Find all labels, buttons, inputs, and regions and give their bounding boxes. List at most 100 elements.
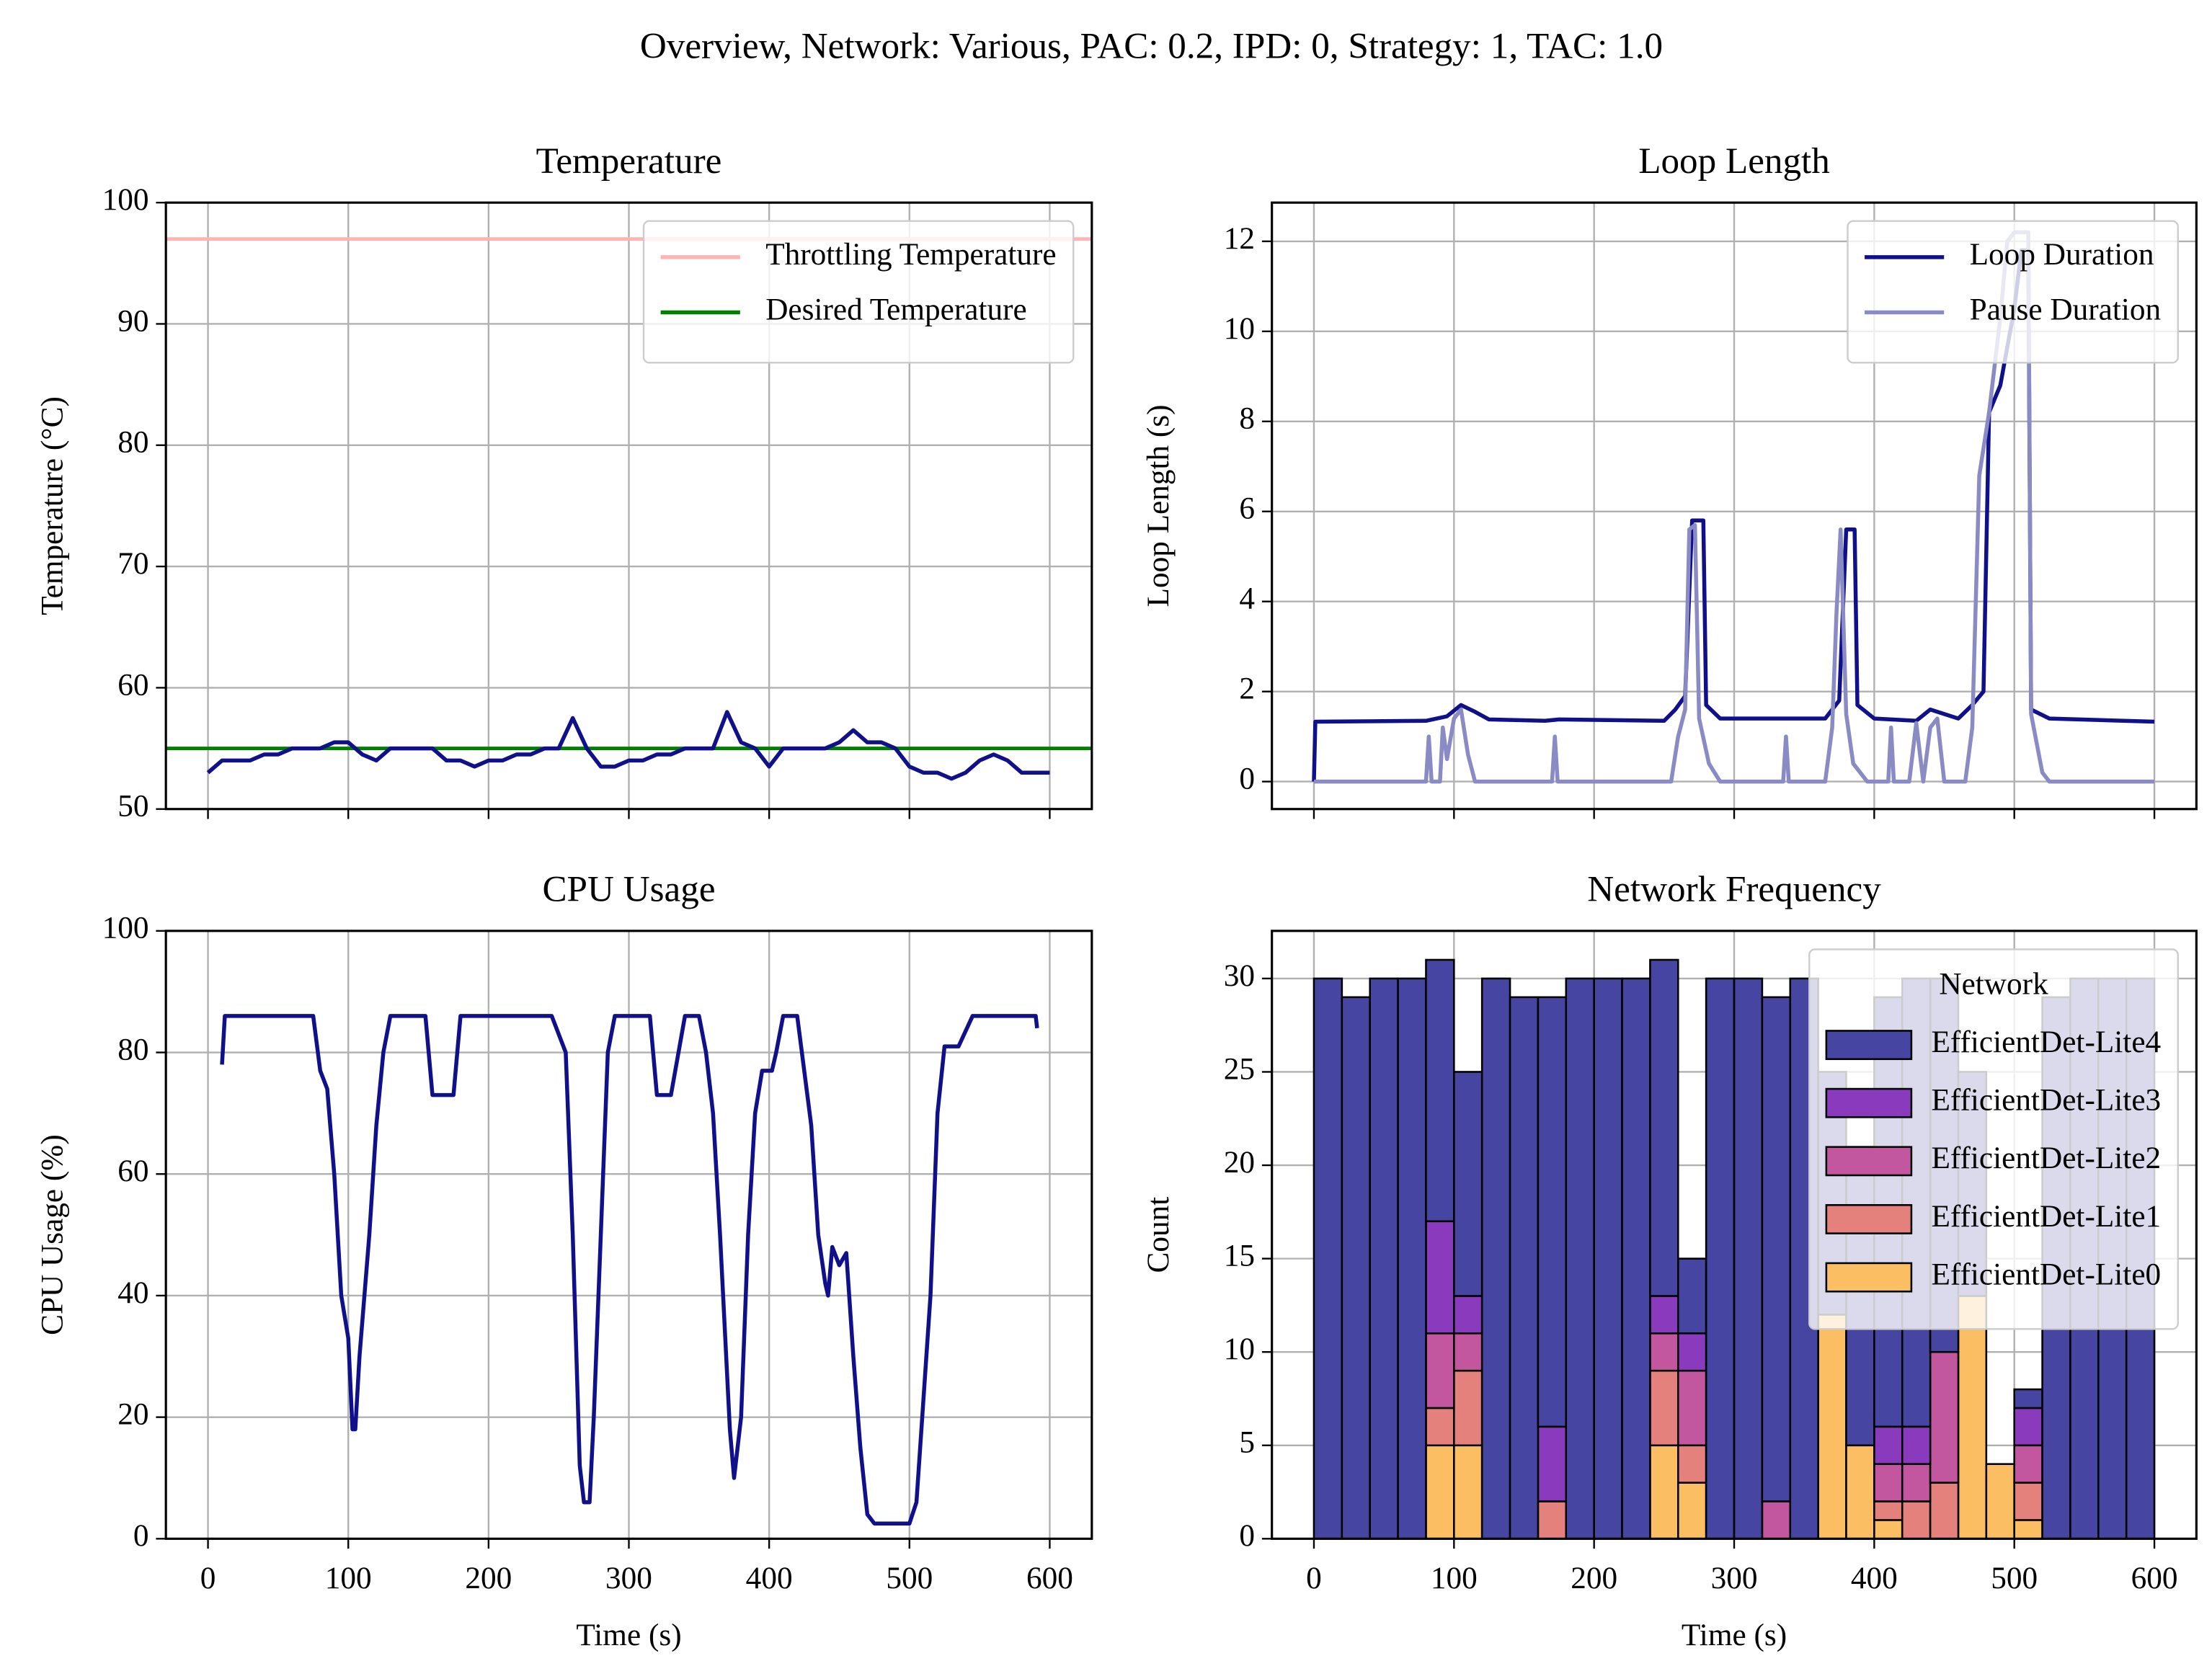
histogram-bar [1369, 977, 1399, 1540]
x-tick-label: 200 [465, 1561, 512, 1595]
histogram-bar [2013, 1388, 2043, 1409]
plot-frame [164, 201, 1093, 811]
histogram-bar [2013, 1482, 2043, 1521]
legend-label: Loop Duration [1970, 237, 2154, 272]
histogram-bar [1733, 977, 1764, 1540]
legend-label: EfficientDet-Lite3 [1931, 1083, 2161, 1118]
y-tick-label: 25 [1224, 1051, 1255, 1086]
y-tick-label: 8 [1239, 401, 1255, 436]
histogram-bar [1901, 1425, 1932, 1465]
y-tick-label: 30 [1224, 958, 1255, 993]
x-tick-label: 600 [2131, 1561, 2178, 1595]
histogram-bar [1453, 1332, 1483, 1372]
legend-label: EfficientDet-Lite2 [1931, 1141, 2161, 1175]
histogram-bar [1649, 1369, 1679, 1447]
histogram-bar [1425, 958, 1455, 1223]
histogram-bar [1677, 1369, 1707, 1447]
data-line [220, 1014, 1039, 1526]
histogram-bar [1593, 977, 1623, 1540]
y-axis-label: Count [1141, 1197, 1176, 1273]
histogram-bar [1705, 977, 1736, 1540]
subplot-title: CPU Usage [542, 868, 715, 909]
x-tick-label: 300 [605, 1561, 652, 1595]
legend: Throttling Temperature Desired Temperatur… [642, 220, 1075, 364]
legend-label: EfficientDet-Lite4 [1931, 1025, 2161, 1059]
histogram-bar [1873, 1500, 1904, 1521]
histogram-bar [1537, 996, 1568, 1428]
y-tick-label: 60 [117, 1154, 148, 1188]
x-tick-label: 300 [1711, 1561, 1758, 1595]
y-tick-label: 50 [117, 789, 148, 824]
histogram-bar [1901, 1500, 1932, 1540]
y-tick-label: 0 [133, 1518, 149, 1553]
y-tick-label: 20 [1224, 1145, 1255, 1180]
histogram-bar [1312, 977, 1343, 1540]
histogram-bar [1985, 1463, 2015, 1540]
y-tick-label: 80 [117, 425, 148, 460]
histogram-bar [1873, 1425, 1904, 1465]
histogram-bar [1537, 1425, 1568, 1502]
y-tick-label: 0 [1239, 762, 1255, 796]
histogram-bar [2013, 1407, 2043, 1447]
histogram-bar [1453, 1071, 1483, 1297]
x-tick-label: 600 [1026, 1561, 1073, 1595]
y-tick-label: 90 [117, 303, 148, 338]
x-tick-label: 200 [1571, 1561, 1617, 1595]
y-tick-label: 100 [102, 182, 149, 217]
histogram-bar [1397, 977, 1427, 1540]
y-tick-label: 20 [117, 1397, 148, 1432]
histogram-bar [1761, 1500, 1792, 1540]
legend-swatch [1825, 1087, 1913, 1118]
y-tick-label: 10 [1224, 1332, 1255, 1366]
histogram-bar [1929, 1482, 1960, 1540]
legend-label: EfficientDet-Lite0 [1931, 1257, 2161, 1291]
x-tick-label: 0 [200, 1561, 216, 1595]
y-tick-label: 80 [117, 1032, 148, 1066]
histogram-bar [1425, 1407, 1455, 1447]
subplot-title: Loop Length [1638, 141, 1830, 182]
y-tick-label: 70 [117, 546, 148, 581]
y-tick-label: 40 [117, 1275, 148, 1310]
x-tick-label: 400 [746, 1561, 793, 1595]
legend-swatch [1825, 1030, 1913, 1061]
histogram-bar [1453, 1369, 1483, 1447]
legend-label: Throttling Temperature [765, 237, 1056, 272]
histogram-bar [1565, 977, 1595, 1540]
histogram-bar [1425, 1332, 1455, 1409]
x-tick-label: 100 [325, 1561, 372, 1595]
y-tick-label: 2 [1239, 672, 1255, 706]
subplot-title: Temperature [536, 141, 722, 182]
y-tick-label: 12 [1224, 221, 1255, 256]
histogram-bar [1929, 1350, 1960, 1484]
plot-frame [164, 930, 1093, 1540]
y-axis-label: Loop Length (s) [1141, 404, 1176, 607]
histogram-bar [1761, 996, 1792, 1502]
legend-title: Network [1939, 966, 2048, 1001]
histogram-bar [1453, 1444, 1483, 1540]
y-tick-label: 10 [1224, 311, 1255, 346]
histogram-bar [1873, 1463, 1904, 1502]
y-tick-label: 0 [1239, 1518, 1255, 1553]
legend-swatch [1825, 1204, 1913, 1234]
histogram-bar [1901, 1463, 1932, 1502]
legend-box [642, 220, 1075, 364]
histogram-bar [1845, 1444, 1875, 1540]
histogram-bar [1649, 958, 1679, 1297]
y-axis-label: Temperature (°C) [35, 396, 70, 615]
y-axis-label: CPU Usage (%) [35, 1134, 70, 1335]
y-tick-label: 60 [117, 667, 148, 702]
histogram-bar [1509, 996, 1540, 1540]
histogram-bar [1425, 1220, 1455, 1335]
histogram-bar [1621, 977, 1651, 1540]
histogram-bar [1873, 1519, 1904, 1540]
plot-frame [1271, 201, 2198, 811]
histogram-bar [2013, 1444, 2043, 1484]
subplot: Temperature Temperature (°C) 50 60 70 80 90 100… [35, 141, 1093, 824]
histogram-bar [1649, 1444, 1679, 1540]
legend-label: EfficientDet-Lite1 [1931, 1199, 2161, 1234]
y-tick-label: 100 [102, 911, 149, 945]
x-tick-label: 0 [1306, 1561, 1322, 1595]
